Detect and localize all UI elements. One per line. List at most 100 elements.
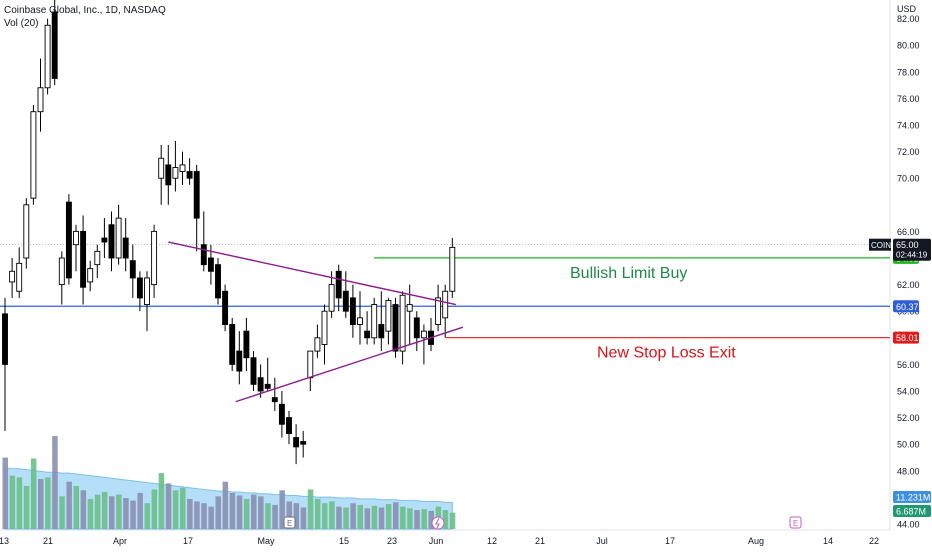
volume-bar	[251, 494, 257, 529]
candle-down	[136, 277, 143, 299]
candle-down	[122, 237, 129, 259]
volume-bar	[336, 506, 342, 529]
candle-up	[73, 230, 79, 246]
symbol-legend[interactable]: Coinbase Global, Inc., 1D, NASDAQ	[4, 5, 166, 16]
candle-down	[236, 350, 243, 372]
volume-bar	[307, 489, 314, 529]
candle-down	[51, 11, 58, 79]
volume-bar	[400, 506, 406, 529]
stop-loss-level-tag	[893, 331, 919, 344]
volume-bar	[350, 503, 356, 529]
volume-bar	[187, 498, 193, 529]
candle-down	[101, 237, 108, 243]
y-tick-label: 82.00	[897, 14, 920, 24]
lower-trendline	[235, 326, 464, 403]
volume-bar	[9, 475, 16, 529]
y-tick-label: 62.00	[897, 280, 920, 290]
x-tick-label: Jun	[429, 536, 444, 546]
stop-loss-level-tag-text: 58.01	[896, 333, 919, 343]
volume-bar	[194, 501, 200, 529]
candle-up	[314, 337, 321, 352]
volume-bar	[94, 494, 101, 529]
volume-bar	[144, 503, 150, 529]
candle-down	[243, 330, 250, 359]
candle-down	[293, 437, 300, 448]
volume-bar	[272, 504, 278, 529]
candle-up	[58, 257, 65, 286]
candle-up	[144, 277, 150, 306]
volume-bar	[293, 503, 300, 529]
volume-bar	[116, 494, 122, 529]
volume-bar	[165, 483, 172, 529]
candle-up	[37, 87, 44, 113]
candle-down	[278, 403, 285, 425]
candle-down	[193, 171, 200, 219]
dividend-marker-icon	[431, 516, 445, 530]
candle-up	[16, 262, 23, 292]
x-tick-label: 15	[339, 536, 349, 546]
countdown-tag: 02:44:19	[896, 251, 928, 260]
volume-bar	[80, 490, 87, 529]
candle-down	[80, 230, 87, 288]
candle-down	[335, 270, 342, 299]
candle-down	[165, 164, 172, 186]
volume-bar	[428, 510, 434, 529]
candle-down	[108, 224, 115, 259]
volume-bar	[215, 496, 221, 529]
volume-bar	[364, 508, 371, 529]
candle-up	[449, 246, 456, 292]
y-tick-label: 70.00	[897, 174, 920, 184]
y-tick-label: 50.00	[897, 440, 920, 450]
candle-down	[264, 383, 271, 389]
volume-bar	[101, 492, 108, 529]
symbol-tag-bg	[869, 238, 891, 251]
volume-ma-tag: 11.231M	[896, 493, 930, 503]
volume-bar	[258, 496, 264, 529]
volume-bar	[449, 512, 456, 529]
candle-up	[371, 304, 378, 339]
volume-bar	[371, 505, 378, 529]
x-tick-label: 21	[43, 536, 53, 546]
y-tick-label: 56.00	[897, 360, 920, 370]
x-tick-label: 21	[535, 536, 545, 546]
y-tick-label: 48.00	[897, 466, 920, 476]
y-tick-label: 66.00	[897, 227, 920, 237]
volume-bar	[322, 503, 328, 529]
volume-bar	[123, 498, 129, 529]
x-tick-label: May	[257, 536, 275, 546]
symbol-tag: COIN	[871, 241, 891, 250]
volume-bar	[442, 510, 449, 529]
volume-bar	[23, 486, 30, 529]
candle-up	[442, 290, 449, 319]
volume-bar	[243, 498, 250, 529]
y-tick-label: 72.00	[897, 147, 920, 157]
volume-bar	[414, 510, 420, 529]
candle-down	[342, 290, 349, 312]
volume-bar	[180, 487, 186, 529]
x-tick-label: 17	[183, 536, 193, 546]
x-tick-label: 12	[487, 536, 497, 546]
volume-bar	[130, 500, 136, 529]
x-tick-label: Jul	[596, 536, 608, 546]
volume-tag: 6.687M	[896, 507, 926, 517]
volume-bar	[229, 492, 236, 529]
candle-up	[23, 204, 30, 259]
support-level-tag-text: 60.37	[896, 302, 919, 312]
lightning-icon	[435, 517, 440, 529]
volume-bar	[172, 490, 179, 529]
volume-bar	[286, 501, 292, 529]
volume-bar	[2, 457, 8, 529]
volume-bar	[265, 503, 271, 529]
volume-bar	[343, 507, 349, 529]
candle-down	[186, 171, 193, 179]
volume-bar	[279, 490, 285, 529]
y-tick-label: 80.00	[897, 41, 920, 51]
candle-down	[300, 441, 307, 445]
volume-bar	[208, 506, 214, 529]
candle-up	[158, 157, 165, 179]
volume-legend[interactable]: Vol (20)	[4, 18, 39, 29]
candle-down	[200, 244, 207, 266]
upper-trendline	[168, 241, 456, 306]
